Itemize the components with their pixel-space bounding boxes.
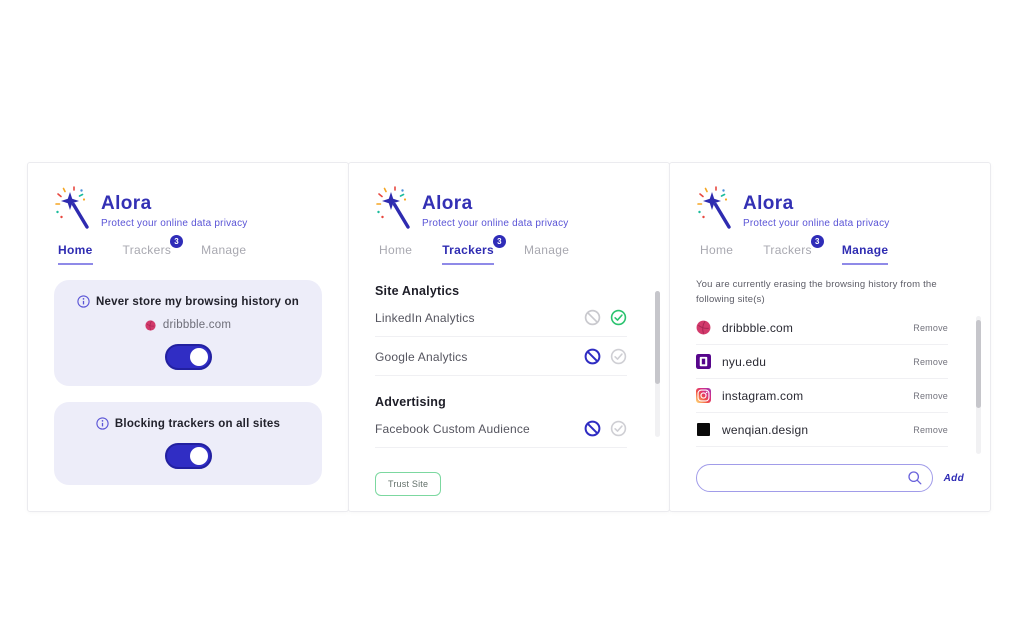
app-title: Alora [422,193,473,214]
site-row: nyu.edu Remove [696,345,948,380]
site-row: wenqian.design Remove [696,413,948,448]
brand-header: Alora Protect your online data privacy [54,185,322,231]
add-button[interactable]: Add [943,472,964,484]
app-subtitle: Protect your online data privacy [743,218,890,229]
toggle-knob [189,348,208,366]
panel-trackers: Alora Protect your online data privacy H… [348,162,670,512]
remove-link[interactable]: Remove [913,356,948,367]
block-icon[interactable] [584,420,601,437]
search-icon[interactable] [907,470,923,486]
remove-link[interactable]: Remove [913,390,948,401]
tracker-row: LinkedIn Analytics [375,298,627,337]
tab-trackers-label: Trackers [442,243,494,257]
app-subtitle: Protect your online data privacy [101,218,248,229]
remove-link[interactable]: Remove [913,424,948,435]
info-icon [77,295,90,308]
site-name: instagram.com [722,388,804,403]
site-row: dribbble.com Remove [696,311,948,346]
trackers-badge: 3 [493,235,506,248]
tab-trackers-label: Trackers [122,243,172,257]
nyu-icon [696,354,711,370]
tracker-name: Google Analytics [375,349,468,364]
tab-manage[interactable]: Manage [841,243,889,265]
section-heading: Site Analytics [375,284,460,298]
site-name: dribbble.com [722,320,794,335]
tab-home[interactable]: Home [58,243,93,265]
tab-manage-label: Manage [524,243,570,257]
history-toggle[interactable] [164,344,212,370]
tab-home[interactable]: Home [379,243,412,265]
brand-header: Alora Protect your online data privacy [696,185,964,231]
tab-manage[interactable]: Manage [524,243,569,265]
erased-sites-list: dribbble.com Remove nyu.edu Remove insta… [696,311,948,448]
app-subtitle: Protect your online data privacy [422,218,569,229]
tracker-row: Facebook Custom Audience [375,409,627,448]
tracker-name: Facebook Custom Audience [375,421,530,436]
wand-logo-icon [375,185,415,231]
dribbble-icon [696,320,711,335]
tracker-list: Site Analytics LinkedIn Analytics Google… [375,284,627,448]
tab-home[interactable]: Home [700,243,733,265]
scrollbar-thumb[interactable] [976,320,981,408]
wand-logo-icon [696,185,736,231]
trackers-badge: 3 [170,235,184,248]
dribbble-icon [145,319,156,331]
tab-manage-label: Manage [201,243,247,257]
wenqian-icon [696,422,711,437]
tab-trackers[interactable]: Trackers 3 [442,235,506,265]
add-site-input[interactable] [709,472,907,485]
add-site-input-wrap[interactable] [696,464,933,493]
tab-home-label: Home [700,243,734,257]
allow-check-icon[interactable] [610,309,627,326]
panel-home: Alora Protect your online data privacy H… [27,162,349,512]
tab-bar: Home Trackers 3 Manage [700,235,964,265]
site-row: instagram.com Remove [696,379,948,414]
tab-home-label: Home [379,243,413,257]
tab-manage[interactable]: Manage [201,243,246,265]
site-name: wenqian.design [722,422,809,437]
scrollbar-thumb[interactable] [655,291,660,384]
block-trackers-card: Blocking trackers on all sites [54,402,322,485]
info-icon [96,417,109,430]
trackers-badge: 3 [810,235,824,248]
instagram-icon [696,388,711,404]
tracker-row: Google Analytics [375,337,627,376]
extension-panels: Alora Protect your online data privacy H… [27,162,991,512]
brand-header: Alora Protect your online data privacy [375,185,643,231]
tab-trackers[interactable]: Trackers 3 [122,235,184,265]
manage-description: You are currently erasing the browsing h… [696,279,937,305]
block-icon[interactable] [584,309,601,326]
tab-bar: Home Trackers 3 Manage [58,235,322,265]
toggle-knob [189,447,208,465]
tab-bar: Home Trackers 3 Manage [379,235,643,265]
panel-manage: Alora Protect your online data privacy H… [669,162,991,512]
remove-link[interactable]: Remove [913,322,948,333]
tab-home-label: Home [58,243,93,257]
allow-check-icon[interactable] [610,420,627,437]
block-trackers-toggle[interactable] [164,443,212,469]
app-title: Alora [101,193,152,214]
app-title: Alora [743,193,794,214]
tab-trackers-label: Trackers [763,243,812,257]
allow-check-icon[interactable] [610,348,627,365]
tab-trackers[interactable]: Trackers 3 [763,235,824,265]
block-icon[interactable] [584,348,601,365]
tracker-name: LinkedIn Analytics [375,310,475,325]
current-site-label: dribbble.com [162,319,232,331]
history-card-title: Never store my browsing history on [96,295,299,308]
section-heading: Advertising [375,395,446,409]
browsing-history-card: Never store my browsing history on dribb… [54,280,322,386]
trust-site-button[interactable]: Trust Site [375,472,442,496]
add-site-row: Add [696,464,964,493]
wand-logo-icon [54,185,94,231]
tab-manage-label: Manage [841,243,889,257]
site-name: nyu.edu [722,354,767,369]
block-trackers-card-title: Blocking trackers on all sites [114,417,281,430]
